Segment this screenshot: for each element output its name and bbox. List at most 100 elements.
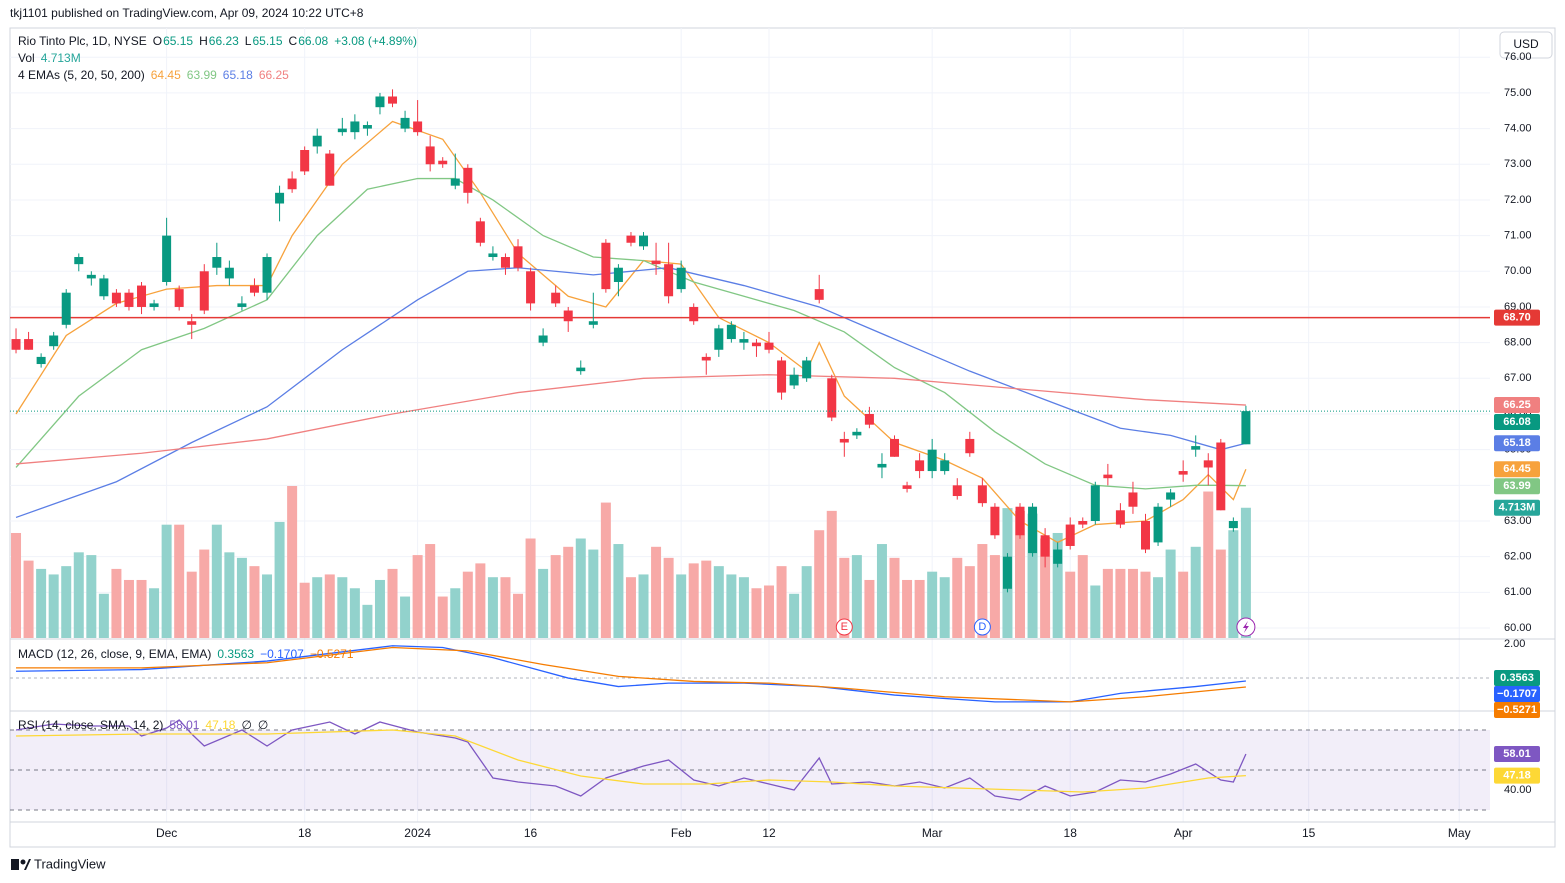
- legend-item: RSI (14, close, SMA, 14, 2): [18, 718, 163, 732]
- volume-bar: [1115, 568, 1126, 638]
- candle-body: [1002, 556, 1012, 589]
- candle-body: [1128, 492, 1138, 507]
- volume-bar: [1065, 571, 1076, 638]
- candle-body: [24, 339, 34, 350]
- brand-logo: [11, 859, 31, 870]
- volume-bar: [764, 585, 775, 638]
- candle-body: [952, 485, 962, 497]
- candle-body: [601, 242, 611, 290]
- candle-body: [413, 121, 423, 133]
- legend-item: O: [153, 34, 162, 48]
- candle-body: [664, 264, 674, 297]
- x-tick-label: Dec: [156, 826, 177, 840]
- candle-body: [162, 235, 172, 282]
- legend-item: MACD (12, 26, close, 9, EMA, EMA): [18, 647, 211, 661]
- volume-bar: [437, 596, 448, 638]
- volume-bar: [613, 544, 624, 638]
- volume-bar: [701, 560, 712, 638]
- legend-item: 0.3563: [217, 647, 254, 661]
- candle-body: [1028, 506, 1038, 554]
- x-tick-label: May: [1448, 826, 1471, 840]
- candle-body: [1166, 492, 1176, 500]
- candle-body: [902, 485, 912, 489]
- brand: TradingView: [34, 856, 106, 871]
- volume-bar: [86, 555, 97, 638]
- legend-item: 4 EMAs (5, 20, 50, 200): [18, 68, 145, 82]
- volume-bar: [726, 574, 737, 638]
- legend-item: Rio Tinto Plc, 1D, NYSE: [18, 34, 147, 48]
- currency[interactable]: USD: [1513, 37, 1539, 51]
- volume-bar: [337, 577, 348, 638]
- volume-bar: [1127, 568, 1138, 638]
- candle-body: [86, 274, 96, 279]
- volume-bar: [123, 579, 134, 638]
- candle-body: [839, 438, 849, 443]
- legend-item: −0.1707: [260, 647, 304, 661]
- candle-body: [513, 246, 523, 268]
- volume-bar: [826, 510, 837, 638]
- volume-bar: [588, 549, 599, 638]
- y-tick-label: 40.00: [1504, 784, 1532, 796]
- volume-bar: [952, 557, 963, 638]
- candle-body: [915, 460, 925, 472]
- y-tick-label: 2.00: [1504, 638, 1525, 650]
- candle-body: [1090, 485, 1100, 521]
- candle-body: [726, 324, 736, 340]
- price-tag: [1494, 499, 1540, 516]
- volume-bar: [575, 538, 586, 638]
- volume-bar: [61, 566, 72, 638]
- price-tag: [1494, 670, 1540, 687]
- candle-body: [1241, 411, 1251, 445]
- volume-bar: [387, 568, 398, 638]
- candle-body: [990, 506, 1000, 536]
- volume-bar: [1040, 538, 1051, 638]
- price-tag-label: 63.99: [1503, 480, 1531, 492]
- volume-bar: [450, 588, 461, 638]
- volume-bar: [1027, 513, 1038, 638]
- volume-bar: [299, 582, 310, 638]
- x-tick-label: 12: [762, 826, 776, 840]
- price-tag: [1494, 702, 1540, 719]
- candle-body: [764, 342, 774, 350]
- candle-body: [275, 192, 285, 204]
- legend-item: C: [289, 34, 298, 48]
- volume-bar: [876, 544, 887, 638]
- candle-body: [488, 253, 498, 258]
- candle-body: [199, 271, 209, 311]
- volume-bar: [525, 538, 536, 638]
- candle-body: [588, 321, 598, 325]
- legend-item: 65.15: [252, 34, 282, 48]
- y-tick-label: 60.00: [1504, 622, 1532, 634]
- legend-item: 58.01: [169, 718, 199, 732]
- volume-bar: [563, 546, 574, 638]
- price-tag-label: 66.08: [1503, 416, 1531, 428]
- volume-bar: [914, 579, 925, 638]
- price-tag: [1494, 435, 1540, 452]
- legend-item: L: [245, 34, 252, 48]
- candle-body: [300, 150, 310, 172]
- legend-item: H: [199, 34, 208, 48]
- candle-body: [739, 339, 749, 343]
- volume-bar: [23, 560, 34, 638]
- candle-body: [689, 306, 699, 322]
- currency-button[interactable]: [1499, 31, 1553, 59]
- macd-line: [16, 645, 1246, 703]
- volume-bar: [1052, 532, 1063, 638]
- candle-body: [438, 160, 448, 165]
- x-tick-label: 16: [524, 826, 538, 840]
- candle-body: [36, 356, 46, 365]
- event-label: D: [978, 621, 986, 633]
- volume-bar: [864, 579, 875, 638]
- legend-item: 63.99: [187, 68, 217, 82]
- candle-body: [877, 463, 887, 468]
- price-tag: [1494, 397, 1540, 414]
- volume-bar: [324, 574, 335, 638]
- volume-bar: [1178, 571, 1189, 638]
- volume-bar: [1190, 546, 1201, 638]
- volume-bar: [1077, 555, 1088, 638]
- price-tag-label: 58.01: [1503, 748, 1531, 760]
- candle-body: [362, 125, 372, 129]
- candle-body: [475, 221, 485, 243]
- candle-body: [388, 96, 398, 104]
- y-tick-label: 72.00: [1504, 194, 1532, 206]
